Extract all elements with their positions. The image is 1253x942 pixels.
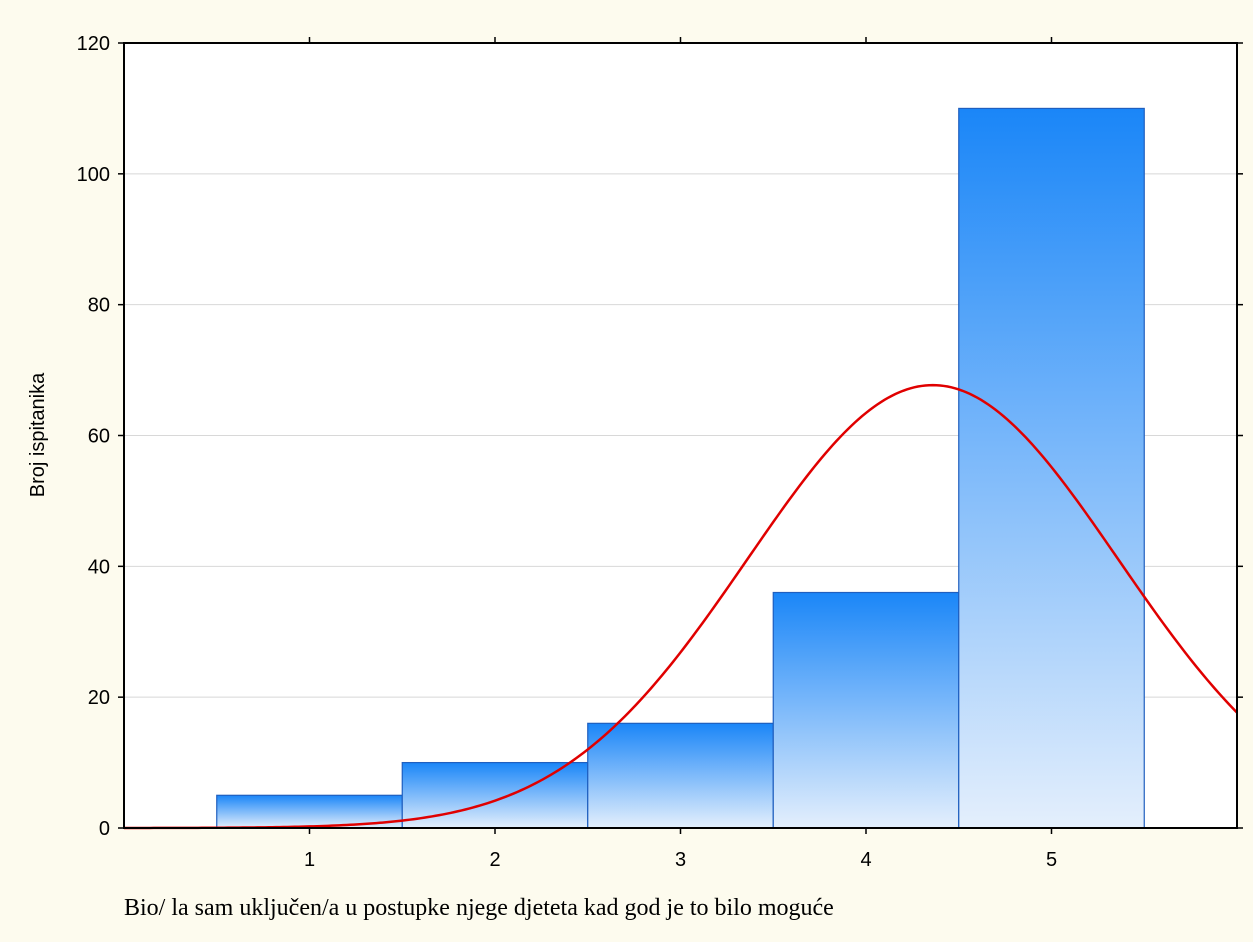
y-tick-label: 20 <box>88 687 110 709</box>
y-axis-label: Broj ispitanika <box>27 372 49 497</box>
y-tick-label: 100 <box>77 164 110 186</box>
y-tick-label: 80 <box>88 295 110 317</box>
x-tick-label: 5 <box>1046 849 1057 871</box>
bar-3 <box>587 722 774 829</box>
y-tick-label: 40 <box>88 556 110 578</box>
bar-4 <box>772 591 960 829</box>
normal-curve <box>123 383 1238 830</box>
bar-2 <box>401 761 589 829</box>
x-axis-label: Bio/ la sam uključen/a u postupke njege … <box>124 895 834 921</box>
x-tick-label: 4 <box>860 849 871 871</box>
x-tick-label: 1 <box>304 849 315 871</box>
ticks: 0 20 40 60 80 100 120 1 2 3 4 5 <box>77 33 1243 871</box>
normal-curve-line <box>123 383 1238 830</box>
y-tick-label: 60 <box>88 426 110 448</box>
y-tick-label: 0 <box>99 818 110 840</box>
x-tick-label: 3 <box>675 849 686 871</box>
x-tick-label: 2 <box>489 849 500 871</box>
y-tick-label: 120 <box>77 33 110 55</box>
